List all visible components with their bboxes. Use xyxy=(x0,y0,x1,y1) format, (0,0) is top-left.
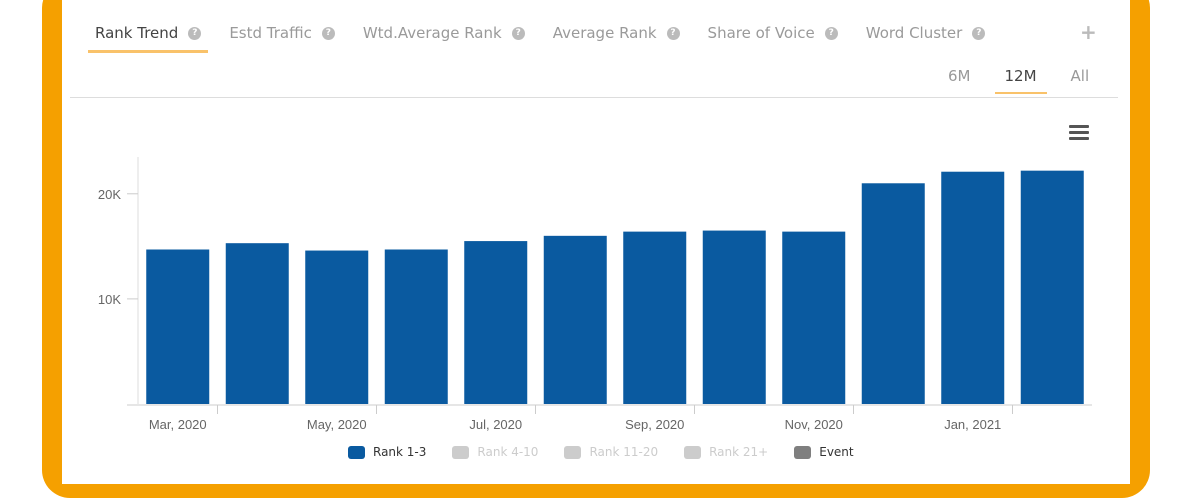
tab-average-rank[interactable]: Average Rank? xyxy=(546,18,687,52)
help-icon[interactable]: ? xyxy=(188,26,202,40)
legend-swatch xyxy=(564,445,582,459)
x-tick-label: Jan, 2021 xyxy=(944,417,1001,432)
bar-jun-2020 xyxy=(384,249,448,404)
range-selector: 6M 12M All xyxy=(938,64,1113,94)
legend-swatch xyxy=(348,445,365,459)
y-tick-label: 20K xyxy=(98,187,121,202)
x-tick-label: Nov, 2020 xyxy=(785,417,843,432)
legend-item[interactable]: Rank 4-10 xyxy=(452,445,538,459)
range-12m[interactable]: 12M xyxy=(994,64,1047,94)
x-tick-label: May, 2020 xyxy=(307,417,367,432)
bar-mar-2020 xyxy=(146,249,210,404)
legend-item[interactable]: Rank 1-3 xyxy=(348,445,426,459)
tab-label: Share of Voice xyxy=(707,24,815,42)
bar-aug-2020 xyxy=(543,235,607,404)
help-icon[interactable]: ? xyxy=(824,26,838,40)
tab-label: Wtd.Average Rank xyxy=(362,24,502,42)
tab-label: Average Rank xyxy=(552,24,657,42)
legend-item[interactable]: Rank 21+ xyxy=(684,445,768,459)
help-icon[interactable]: ? xyxy=(321,26,335,40)
tab-rank-trend[interactable]: Rank Trend? xyxy=(88,18,209,53)
tab-label: Word Cluster xyxy=(865,24,963,42)
legend-label: Rank 11-20 xyxy=(589,445,659,459)
legend-item[interactable]: Event xyxy=(794,445,854,459)
x-tick-label: Mar, 2020 xyxy=(149,417,207,432)
help-icon[interactable]: ? xyxy=(972,26,986,40)
legend-swatch xyxy=(684,445,702,459)
bar-jul-2020 xyxy=(464,241,528,404)
divider xyxy=(70,97,1118,98)
bar-apr-2020 xyxy=(225,243,289,404)
help-icon[interactable]: ? xyxy=(666,26,680,40)
y-tick-label: 10K xyxy=(98,292,121,307)
tab-label: Rank Trend xyxy=(95,24,179,42)
range-all[interactable]: All xyxy=(1070,67,1090,85)
legend-swatch xyxy=(452,445,470,459)
bar-sep-2020 xyxy=(623,231,687,404)
hamburger-menu-icon[interactable] xyxy=(1069,125,1089,143)
bar-feb-2021 xyxy=(1020,170,1084,404)
bar-jan-2021 xyxy=(941,171,1005,404)
legend-swatch xyxy=(794,445,812,459)
legend: Rank 1-3 Rank 4-10 Rank 11-20 Rank 21+ Event xyxy=(348,445,880,459)
bar-oct-2020 xyxy=(702,230,766,404)
legend-label: Rank 4-10 xyxy=(477,445,539,459)
x-tick-label: Sep, 2020 xyxy=(625,417,684,432)
tab-label: Estd Traffic xyxy=(229,24,312,42)
bar-dec-2020 xyxy=(861,183,925,404)
tab-estd-traffic[interactable]: Estd Traffic? xyxy=(222,18,342,52)
range-6m[interactable]: 6M xyxy=(948,67,971,85)
legend-item[interactable]: Rank 11-20 xyxy=(564,445,658,459)
x-tick-label: Jul, 2020 xyxy=(469,417,522,432)
tab-wtd-average-rank[interactable]: Wtd.Average Rank? xyxy=(356,18,532,52)
legend-label: Rank 1-3 xyxy=(373,445,427,459)
help-icon[interactable]: ? xyxy=(511,26,525,40)
bar-nov-2020 xyxy=(782,231,846,404)
legend-label: Rank 21+ xyxy=(709,445,769,459)
tab-bar: Rank Trend? Estd Traffic? Wtd.Average Rank… xyxy=(88,18,1006,53)
legend-label: Event xyxy=(819,445,854,459)
tab-share-of-voice[interactable]: Share of Voice? xyxy=(701,18,845,52)
add-tab-button[interactable]: + xyxy=(1080,20,1097,44)
tab-word-cluster[interactable]: Word Cluster? xyxy=(859,18,993,52)
bar-may-2020 xyxy=(305,250,369,404)
